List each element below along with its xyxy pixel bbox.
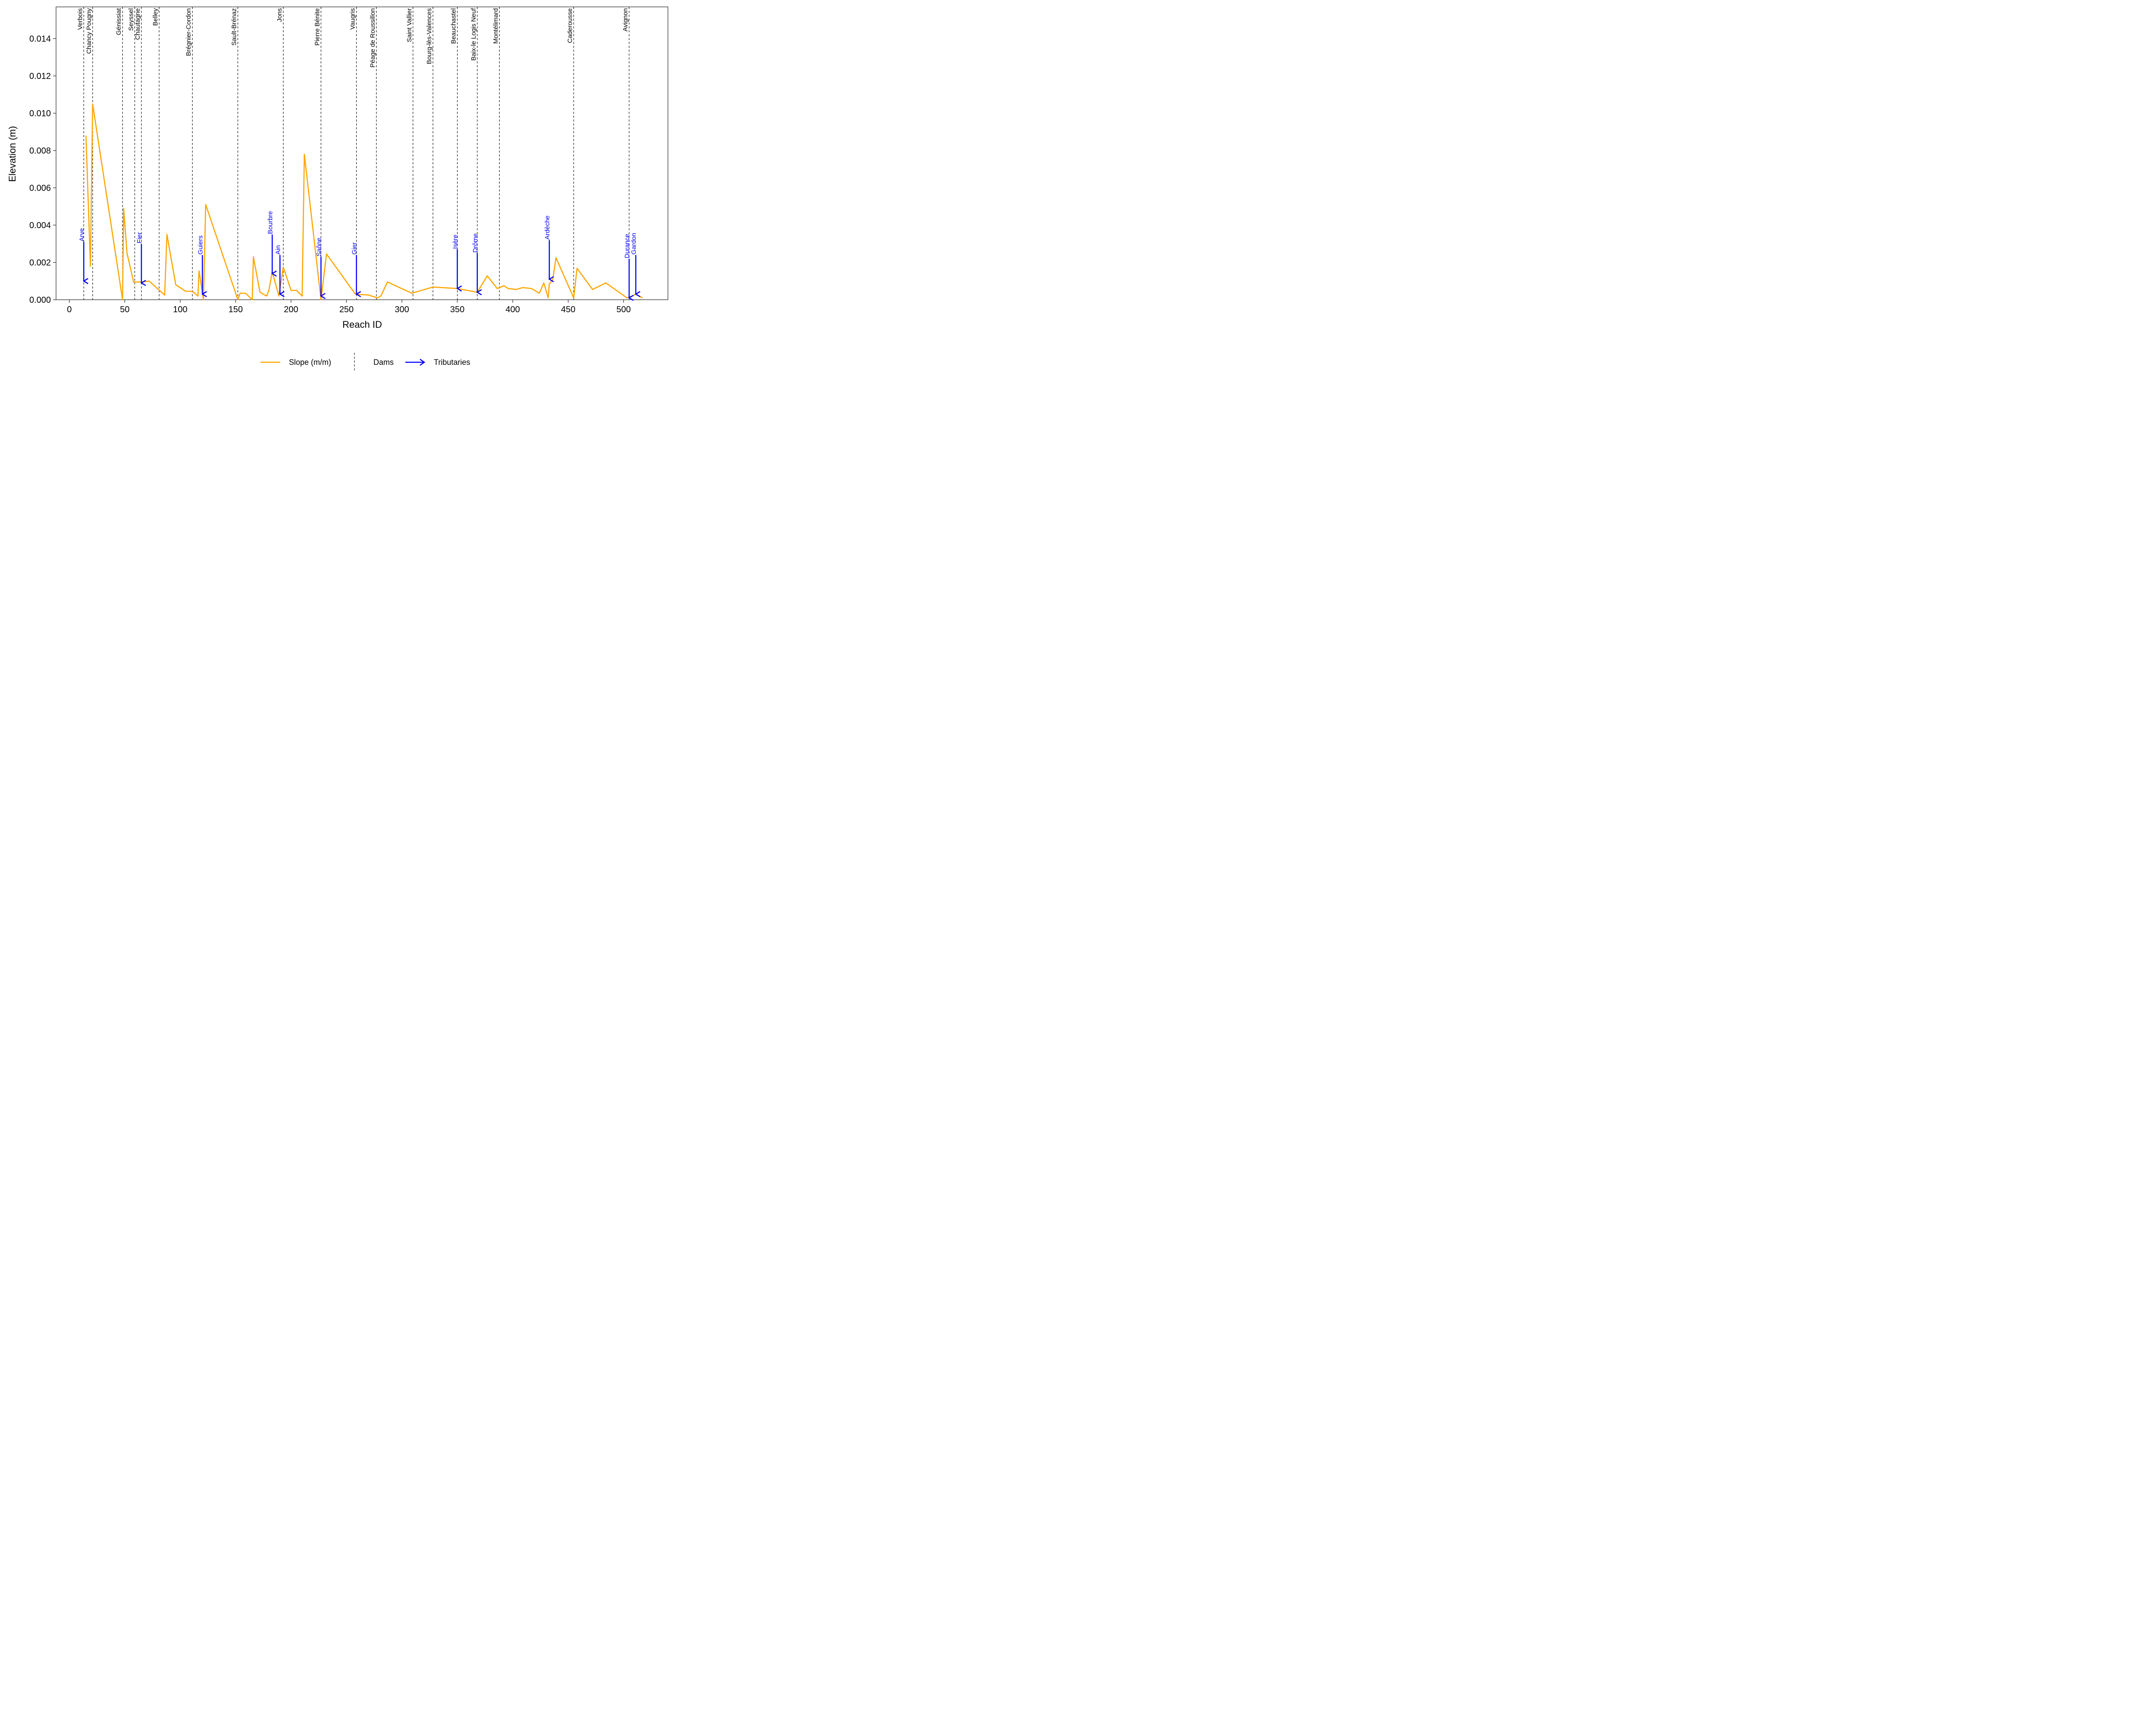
- y-tick-label: 0.002: [29, 258, 51, 268]
- x-tick-label: 200: [284, 305, 298, 314]
- dam-label: Avignon: [622, 8, 629, 31]
- y-tick-label: 0.014: [29, 34, 51, 44]
- y-tick-label: 0.012: [29, 72, 51, 81]
- dam-label: Caderousse: [566, 8, 573, 43]
- dam-label: Génissiat: [115, 8, 122, 35]
- tributary-label: Gardon: [630, 233, 637, 254]
- dam-label: Verbois: [76, 8, 84, 30]
- legend-label-slope: Slope (m/m): [289, 358, 331, 367]
- dam-label: Vaugris: [349, 8, 357, 30]
- legend-label-dams: Dams: [373, 358, 394, 367]
- y-tick-label: 0.010: [29, 109, 51, 119]
- dam-label: Pierre Bénite: [313, 8, 321, 46]
- x-tick-label: 50: [120, 305, 129, 314]
- dam-label: Bourg-lès-Valences: [426, 8, 433, 64]
- y-tick-label: 0.000: [29, 295, 51, 305]
- x-tick-label: 400: [505, 305, 520, 314]
- slope-series: [85, 103, 643, 301]
- dam-label: Beauchastel: [450, 8, 458, 44]
- tributary-label: Ain: [274, 245, 282, 255]
- x-tick-label: 150: [229, 305, 243, 314]
- dam-label: Baix-le Logis Neuf: [470, 8, 477, 61]
- dam-lines: Verbois Chancy Pougny Génissiat SeysselChau…: [76, 7, 630, 300]
- tributary-label: Durance: [624, 234, 631, 258]
- x-tick-label: 350: [450, 305, 464, 314]
- x-tick-label: 250: [339, 305, 354, 314]
- dam-label: Péage de Roussillon: [369, 8, 376, 68]
- dam-label: Sault-Brénaz: [231, 8, 238, 46]
- tributary-label: Bourbre: [266, 211, 274, 234]
- y-tick-label: 0.004: [29, 221, 51, 230]
- legend: Slope (m/m) Dams Tributaries: [260, 353, 470, 372]
- tributary-label: Isère: [452, 235, 459, 249]
- dam-label: Belley: [152, 8, 159, 26]
- x-tick-label: 450: [561, 305, 575, 314]
- y-axis-title: Elevation (m): [7, 126, 18, 182]
- x-tick-label: 0: [67, 305, 72, 314]
- dam-label: Montélimard: [492, 8, 499, 44]
- dam-label: Chautagne: [134, 8, 141, 40]
- tributary-label: Fier: [136, 232, 143, 243]
- slope-line: [85, 103, 643, 301]
- dam-label: Jons: [276, 8, 283, 22]
- tributary-label: Gier: [351, 242, 358, 254]
- x-axis-title: Reach ID: [342, 319, 382, 330]
- tributary-label: Arve: [78, 228, 85, 242]
- x-tick-label: 300: [395, 305, 409, 314]
- x-tick-label: 100: [173, 305, 187, 314]
- y-tick-label: 0.006: [29, 184, 51, 193]
- dam-label: Brégnier-Cordon: [185, 8, 192, 56]
- axes: 0 50 100 150 200 250 300 350 400 450 500 0.000 0.002…: [29, 34, 631, 314]
- plot-border: [56, 6, 668, 300]
- tributary-label: Ardèche: [544, 216, 551, 240]
- tributary-label: Drôme: [472, 233, 479, 253]
- dam-label: Seyssel: [128, 8, 135, 31]
- tributary-label: Saône: [315, 238, 323, 256]
- plot-panel: [56, 6, 668, 300]
- slope-profile-chart: Verbois Chancy Pougny Génissiat SeysselChau…: [7, 6, 668, 372]
- y-tick-label: 0.008: [29, 146, 51, 156]
- tributary-label: Guiers: [197, 235, 204, 254]
- x-tick-label: 500: [616, 305, 630, 314]
- dam-label: Chancy Pougny: [85, 8, 93, 54]
- tributary-arrows: Arve Fier Guiers Bourbre Ain Saône Gier Isère Dr…: [78, 211, 637, 298]
- dam-label: Saint Vallier: [406, 8, 413, 42]
- legend-label-tributaries: Tributaries: [434, 358, 470, 367]
